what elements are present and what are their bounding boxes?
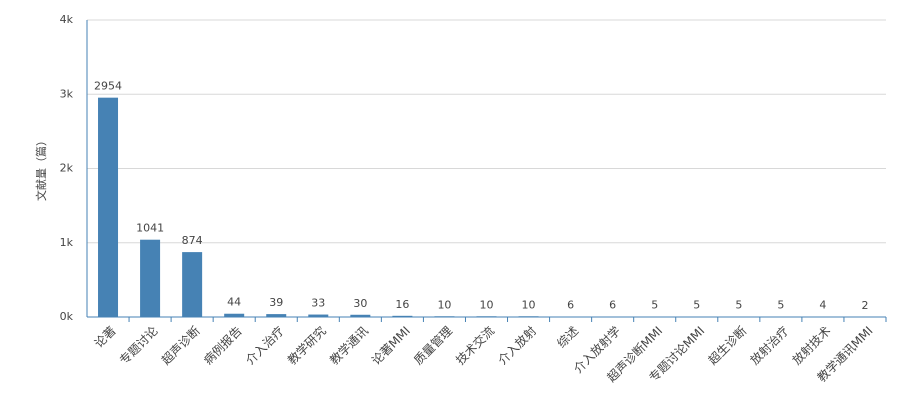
x-tick-label: 专题讨论 [116,323,161,368]
bar [392,315,413,317]
bar [518,316,539,317]
bar [476,316,497,317]
x-tick-label: 论著 [92,324,119,351]
bar [182,252,203,317]
data-label: 10 [437,298,451,311]
data-label: 6 [567,299,574,312]
data-label: 6 [609,299,616,312]
bar [308,314,329,317]
x-tick-label: 放射治疗 [747,323,792,368]
data-label: 1041 [136,222,164,235]
x-tick-label: 教学研究 [284,323,329,368]
bar [224,313,245,317]
y-tick-label: 3k [60,87,74,100]
data-label: 10 [522,298,536,311]
y-axis-title: 文献量（篇） [34,135,48,201]
x-tick-label: 介入放射 [495,323,540,368]
x-tick-label: 综述 [554,324,581,351]
bar [434,316,455,317]
x-tick-label: 技术交流 [453,323,498,368]
data-label: 5 [693,299,700,312]
data-label: 33 [311,297,325,310]
x-tick-label: 病例报告 [200,323,245,368]
data-label: 5 [735,299,742,312]
y-tick-label: 4k [60,13,74,26]
bar [266,314,287,317]
bar [98,97,119,317]
data-label: 5 [777,299,784,312]
x-tick-label: 介入治疗 [243,324,287,368]
x-tick-label: 放射技术 [789,323,834,368]
x-tick-label: 超声诊断 [158,323,203,368]
data-label: 16 [395,298,409,311]
y-tick-label: 0k [60,310,74,323]
bar [350,314,371,317]
data-label: 874 [182,234,203,247]
data-label: 39 [269,296,283,309]
data-label: 2954 [94,80,122,93]
data-label: 4 [819,299,826,312]
y-tick-label: 1k [60,236,74,249]
bar [140,239,161,317]
data-label: 10 [480,298,494,311]
x-tick-label: 论著MMⅠ [369,324,413,368]
x-tick-label: 质量管理 [410,323,455,368]
x-tick-label: 教学通讯 [326,323,371,368]
data-label: 44 [227,296,241,309]
data-label: 2 [861,299,868,312]
y-tick-label: 2k [60,162,74,175]
data-label: 5 [651,299,658,312]
x-tick-label: 超生诊断 [705,323,750,368]
data-label: 30 [353,297,367,310]
